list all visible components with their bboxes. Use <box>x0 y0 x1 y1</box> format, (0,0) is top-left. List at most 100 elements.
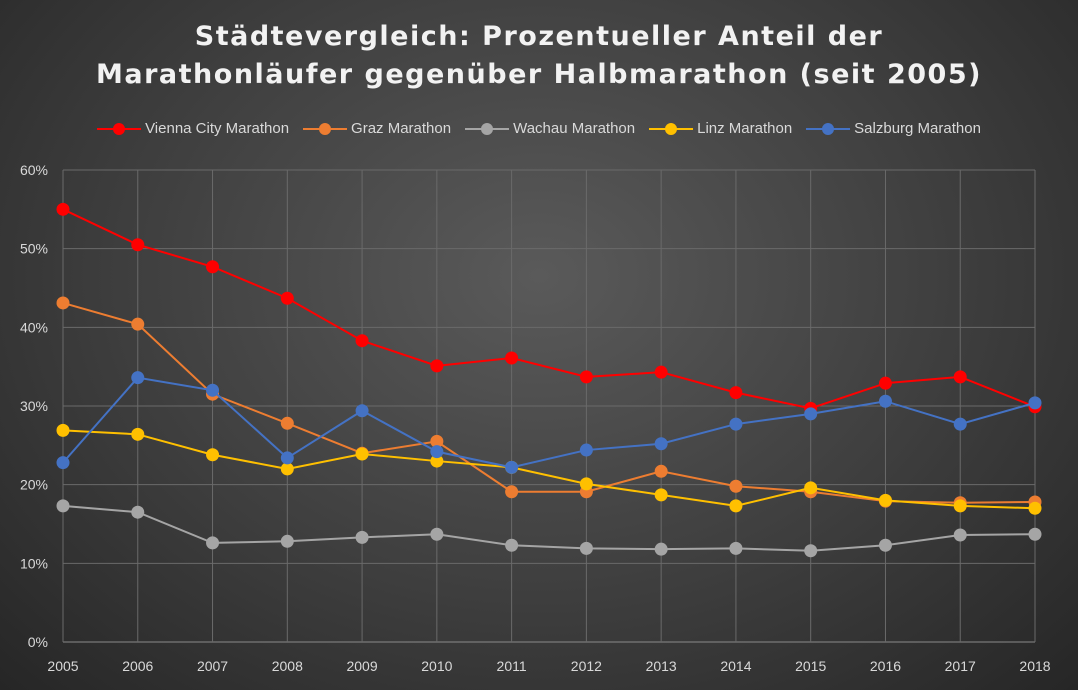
data-point <box>505 351 519 365</box>
data-point <box>280 416 294 430</box>
data-point <box>878 376 892 390</box>
series-line <box>62 301 1036 504</box>
y-tick-label: 60% <box>20 162 48 178</box>
x-tick-label: 2016 <box>870 658 901 674</box>
data-point <box>280 462 294 476</box>
legend-item: Vienna City Marathon <box>97 120 289 137</box>
legend-marker <box>303 122 348 135</box>
data-point <box>1028 527 1042 541</box>
data-point <box>579 541 593 555</box>
series-linz-marathon <box>56 423 1042 515</box>
x-tick-label: 2008 <box>272 658 303 674</box>
x-tick-label: 2018 <box>1019 658 1050 674</box>
data-point <box>430 527 444 541</box>
data-point <box>1028 396 1042 410</box>
data-point <box>131 238 145 252</box>
x-tick-label: 2013 <box>646 658 677 674</box>
legend-marker <box>465 122 510 135</box>
data-point <box>878 394 892 408</box>
data-point <box>729 499 743 513</box>
data-point <box>280 534 294 548</box>
x-tick-label: 2015 <box>795 658 826 674</box>
data-point <box>56 499 70 513</box>
y-tick-label: 30% <box>20 398 48 414</box>
x-tick-label: 2005 <box>47 658 78 674</box>
legend: Vienna City Marathon Graz Marathon Wachau … <box>0 120 1078 137</box>
data-point <box>654 464 668 478</box>
x-tick-label: 2017 <box>945 658 976 674</box>
data-point <box>206 260 220 274</box>
data-point <box>579 370 593 384</box>
series-line <box>62 429 1036 510</box>
data-point <box>430 359 444 373</box>
legend-label: Graz Marathon <box>351 120 452 137</box>
data-point <box>804 544 818 558</box>
data-point <box>878 493 892 507</box>
x-tick-label: 2006 <box>122 658 153 674</box>
data-point <box>131 317 145 331</box>
data-point <box>953 417 967 431</box>
data-point <box>953 528 967 542</box>
series-wachau-marathon <box>56 499 1042 558</box>
legend-item: Wachau Marathon <box>465 120 635 137</box>
y-tick-label: 50% <box>20 241 48 257</box>
data-point <box>729 541 743 555</box>
data-point <box>206 383 220 397</box>
legend-item: Salzburg Marathon <box>806 120 981 137</box>
data-point <box>505 460 519 474</box>
series-line <box>62 208 1036 410</box>
legend-label: Linz Marathon <box>697 120 793 137</box>
data-point <box>206 536 220 550</box>
legend-item: Linz Marathon <box>649 120 792 137</box>
x-tick-label: 2011 <box>497 658 527 674</box>
series-line <box>62 376 1036 469</box>
data-point <box>804 481 818 495</box>
legend-marker <box>97 122 142 135</box>
data-point <box>579 443 593 457</box>
data-point <box>430 434 444 448</box>
data-point <box>430 454 444 468</box>
data-point <box>280 451 294 465</box>
x-tick-label: 2012 <box>571 658 602 674</box>
data-point <box>953 499 967 513</box>
legend-label: Salzburg Marathon <box>854 120 981 137</box>
x-tick-label: 2007 <box>197 658 228 674</box>
data-point <box>654 437 668 451</box>
data-point <box>56 423 70 437</box>
data-point <box>355 447 369 461</box>
data-point <box>804 407 818 421</box>
x-tick-label: 2009 <box>346 658 377 674</box>
series-line <box>62 504 1036 552</box>
data-point <box>280 291 294 305</box>
data-point <box>131 427 145 441</box>
series-salzburg-marathon <box>56 371 1042 474</box>
chart-title-line-1: Städtevergleich: Prozentueller Anteil de… <box>194 21 884 52</box>
data-point <box>654 488 668 502</box>
data-point <box>56 296 70 310</box>
data-point <box>729 386 743 400</box>
legend-marker <box>649 122 694 135</box>
legend-item: Graz Marathon <box>303 120 451 137</box>
data-point <box>206 448 220 462</box>
data-point <box>729 417 743 431</box>
data-point <box>355 530 369 544</box>
legend-label: Wachau Marathon <box>513 120 636 137</box>
y-tick-label: 0% <box>28 634 48 650</box>
data-point <box>355 334 369 348</box>
data-point <box>56 456 70 470</box>
y-tick-label: 10% <box>20 555 48 571</box>
y-tick-label: 40% <box>20 319 48 335</box>
data-point <box>131 505 145 519</box>
data-point <box>1028 501 1042 515</box>
legend-marker <box>806 122 851 135</box>
data-point <box>355 404 369 418</box>
data-point <box>56 202 70 216</box>
chart-title: Städtevergleich: Prozentueller Anteil de… <box>0 18 1078 94</box>
x-tick-label: 2010 <box>421 658 452 674</box>
data-point <box>654 542 668 556</box>
data-point <box>878 538 892 552</box>
data-point <box>505 538 519 552</box>
data-point <box>579 477 593 491</box>
data-point <box>654 365 668 379</box>
data-point <box>505 485 519 499</box>
